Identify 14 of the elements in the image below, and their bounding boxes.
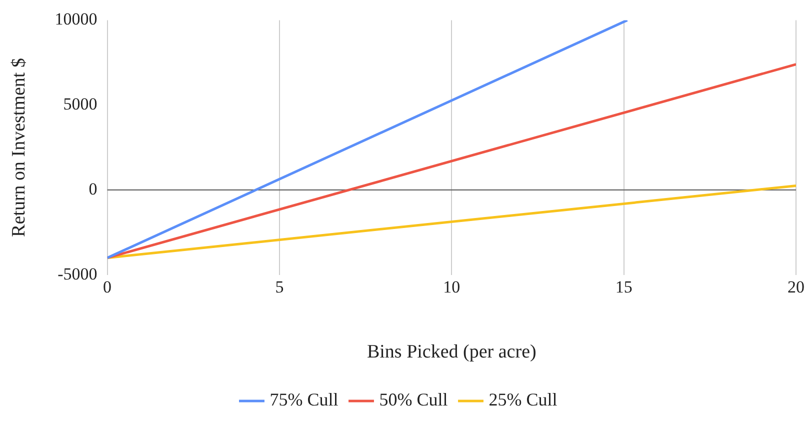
y-tick-label: 0 [88,179,98,198]
x-tick-label: 5 [275,277,284,296]
x-tick-label: 15 [615,277,632,296]
legend-label: 75% Cull [270,390,338,410]
legend-label: 25% Cull [488,390,558,410]
x-axis-title: Bins Picked (per acre) [366,342,536,363]
x-tick-label: 20 [788,277,804,296]
x-tick-label: 10 [443,277,460,296]
y-tick-label: 10000 [54,10,98,29]
legend-label: 50% Cull [379,390,448,410]
y-tick-label: -5000 [58,264,98,284]
y-axis-title: Return on Investment $ [8,58,30,237]
x-tick-label: 0 [103,277,112,296]
y-tick-label: 5000 [63,94,98,114]
